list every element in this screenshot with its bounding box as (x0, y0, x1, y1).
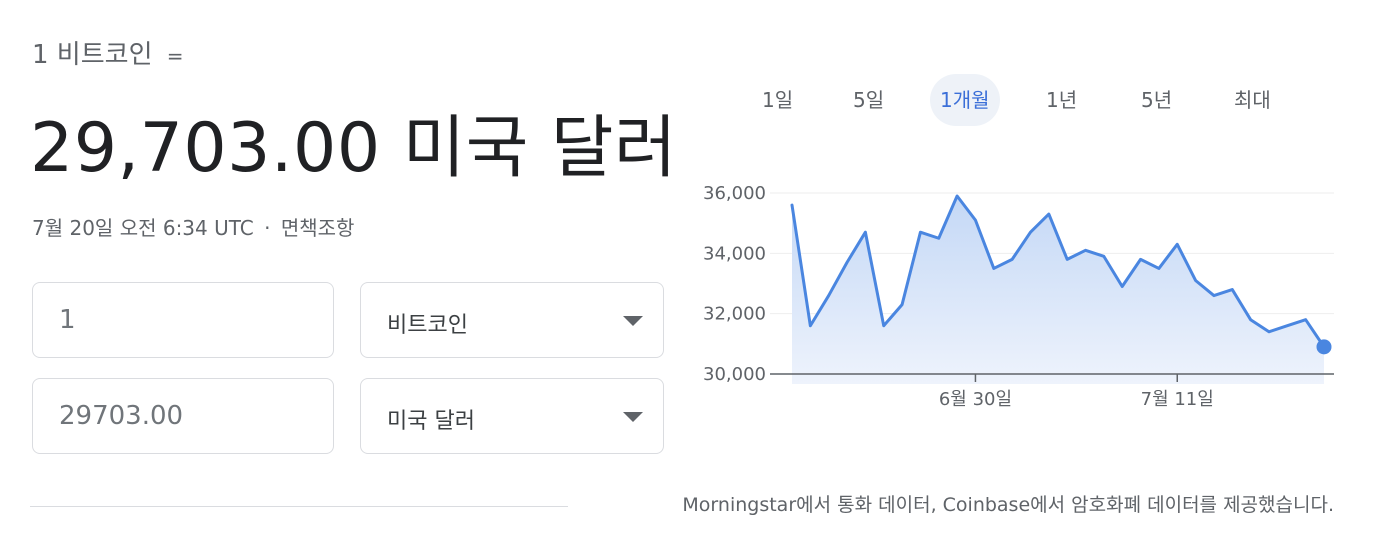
price-area (792, 196, 1324, 384)
divider (30, 506, 568, 507)
price-line (790, 194, 1326, 349)
y-tick-label: 34,000 (703, 243, 766, 264)
price-chart-svg: 30,000 32,000 34,000 36,000 6월 30일 7월 11일 (703, 183, 1334, 410)
dropdown-arrow-icon (623, 412, 643, 422)
tab-1-day[interactable]: 1일 (762, 88, 794, 112)
disclaimer-link[interactable]: 면책조항 (280, 216, 355, 240)
y-tick-label: 30,000 (703, 364, 766, 385)
to-amount-input[interactable] (33, 379, 333, 453)
equals-sign: = (166, 44, 184, 68)
tab-1-month[interactable]: 1개월 (930, 74, 1000, 126)
tab-max[interactable]: 최대 (1234, 88, 1271, 112)
source-amount-text: 1 비트코인 (32, 40, 153, 70)
to-amount-field[interactable] (32, 378, 334, 454)
to-currency-value: 미국 달러 (387, 409, 475, 434)
range-tabs: 1일 5일 1개월 1년 5년 최대 (730, 74, 1350, 126)
x-tick-label: 6월 30일 (939, 389, 1012, 410)
tab-1-year[interactable]: 1년 (1046, 88, 1078, 112)
from-currency-select[interactable]: 비트코인 (360, 282, 664, 358)
tab-5-year[interactable]: 5년 (1141, 88, 1173, 112)
timestamp-line: 7월 20일 오전 6:34 UTC · 면책조항 (32, 212, 354, 241)
y-tick-label: 32,000 (703, 304, 766, 325)
data-source-credit: Morningstar에서 통화 데이터, Coinbase에서 암호화폐 데이… (682, 494, 1334, 516)
separator: · (264, 216, 271, 240)
from-currency-value: 비트코인 (387, 313, 468, 338)
price-chart[interactable]: 30,000 32,000 34,000 36,000 6월 30일 7월 11일 (690, 170, 1350, 420)
timestamp: 7월 20일 오전 6:34 UTC (32, 216, 254, 240)
converted-value: 29,703.00 미국 달러 (30, 109, 678, 188)
x-tick-label: 7월 11일 (1141, 389, 1214, 410)
to-currency-select[interactable]: 미국 달러 (360, 378, 664, 454)
latest-price-marker (1316, 339, 1332, 355)
dropdown-arrow-icon (623, 316, 643, 326)
source-amount-label: 1 비트코인 = (32, 34, 184, 71)
tab-5-day[interactable]: 5일 (853, 88, 885, 112)
from-amount-input[interactable] (33, 283, 333, 357)
y-tick-label: 36,000 (703, 183, 766, 204)
from-amount-field[interactable] (32, 282, 334, 358)
